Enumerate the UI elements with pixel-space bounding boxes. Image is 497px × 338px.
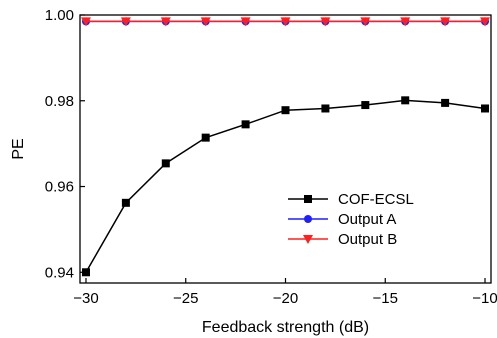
data-point xyxy=(400,17,411,27)
data-point xyxy=(281,106,290,115)
x-tick-label: −20 xyxy=(273,290,298,307)
data-point xyxy=(160,17,171,27)
y-tick-label: 1.00 xyxy=(45,7,74,24)
data-point xyxy=(120,17,131,27)
legend-marker xyxy=(303,235,313,244)
data-point xyxy=(80,17,91,27)
data-point xyxy=(240,17,251,27)
data-point xyxy=(280,17,291,27)
legend-marker xyxy=(304,215,312,223)
legend-label: Output B xyxy=(338,231,397,248)
data-point xyxy=(441,98,450,107)
data-point xyxy=(121,198,130,207)
legend-label: Output A xyxy=(338,211,396,228)
data-point xyxy=(481,104,490,113)
legend-item: Output B xyxy=(288,231,397,248)
data-point xyxy=(361,101,370,110)
legend-label: COF-ECSL xyxy=(338,191,414,208)
y-tick-label: 0.96 xyxy=(45,179,74,196)
series-layer xyxy=(80,17,491,277)
x-tick-label: −30 xyxy=(73,290,98,307)
x-tick-label: −25 xyxy=(173,290,198,307)
data-point xyxy=(440,17,451,27)
legend-item: Output A xyxy=(288,211,396,228)
data-point xyxy=(241,120,250,129)
axis-ticks: −30 −25 −20 −15 −10 0.94 0.96 0.98 1.00 xyxy=(45,7,497,307)
x-tick-label: −10 xyxy=(472,290,497,307)
legend-item: COF-ECSL xyxy=(288,191,414,208)
data-point xyxy=(321,104,330,113)
x-tick-label: −15 xyxy=(373,290,398,307)
data-point xyxy=(360,17,371,27)
data-point xyxy=(401,96,410,105)
x-axis-title: Feedback strength (dB) xyxy=(202,319,369,336)
plot-frame xyxy=(79,14,492,284)
y-tick-label: 0.98 xyxy=(45,93,74,110)
data-point xyxy=(81,268,90,277)
data-point xyxy=(480,17,491,27)
legend-marker xyxy=(304,195,312,203)
data-point xyxy=(320,17,331,27)
data-point xyxy=(200,17,211,27)
y-axis-title: PE xyxy=(10,138,27,159)
y-tick-label: 0.94 xyxy=(45,264,74,281)
data-point xyxy=(161,159,170,168)
series-cof-ecsl xyxy=(81,96,490,277)
legend: COF-ECSL Output A Output B xyxy=(288,191,414,248)
series-line xyxy=(85,99,486,273)
series-output-b xyxy=(80,17,491,27)
data-point xyxy=(201,133,210,142)
